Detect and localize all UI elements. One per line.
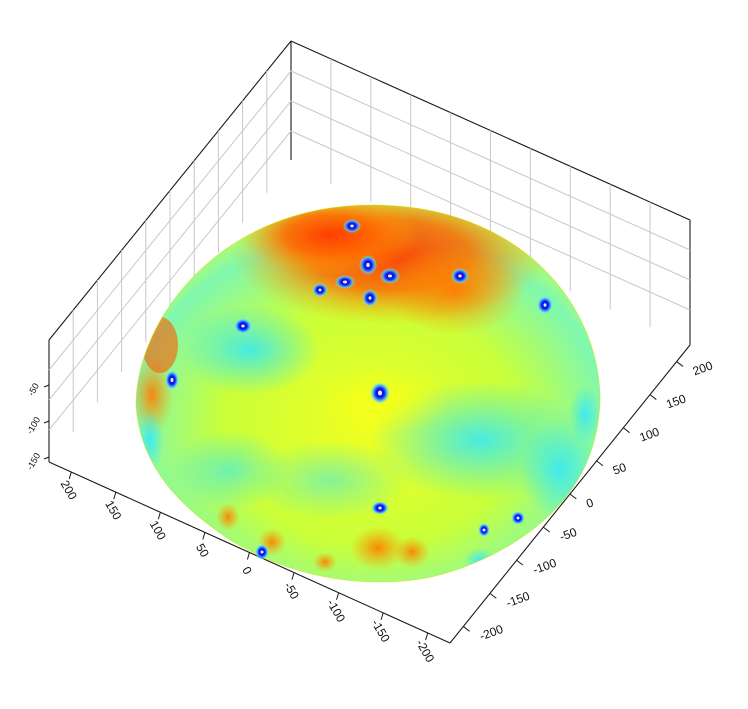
crater-spots	[165, 219, 553, 560]
x-axis-tick-label: -50	[281, 580, 302, 602]
grid-line	[48, 130, 292, 431]
grid-line	[290, 100, 691, 281]
crater-highlight	[260, 550, 264, 554]
z-axis-tick	[43, 420, 50, 424]
crater-highlight	[482, 528, 486, 532]
x-axis-tick	[246, 552, 250, 560]
x-axis-tick	[336, 592, 340, 600]
x-axis-tick-label: -200	[413, 637, 437, 665]
y-axis-tick-label: 100	[638, 424, 662, 444]
y-axis-tick	[569, 493, 577, 500]
grid-lines	[48, 58, 691, 433]
x-axis-tick-label: 100	[147, 518, 169, 543]
y-axis-tick-label: 200	[691, 358, 715, 378]
grid-line	[48, 70, 292, 371]
x-axis-tick	[157, 512, 161, 520]
y-axis-tick	[596, 460, 604, 467]
y-axis-tick	[649, 394, 657, 400]
y-axis-tick-label: -200	[478, 622, 506, 643]
grid-line	[290, 130, 691, 311]
y-axis-tick-label: -50	[558, 525, 579, 544]
y-axis-tick	[623, 427, 630, 434]
crater-highlight	[350, 224, 354, 228]
x-axis-tick-label: 0	[239, 564, 255, 577]
crater-highlight	[366, 262, 370, 268]
y-axis-tick-label: 50	[611, 460, 629, 478]
y-axis-tick-label: -150	[504, 589, 532, 610]
grid-line	[290, 70, 691, 251]
y-axis-tick-label: 0	[584, 495, 595, 511]
z-axis-tick-label: -100	[25, 415, 43, 436]
x-axis-tick	[291, 572, 295, 580]
crater-highlight	[318, 288, 322, 292]
crater-highlight	[170, 377, 174, 383]
crater-highlight	[387, 274, 393, 278]
x-axis-tick-label: 200	[58, 478, 80, 503]
crater-highlight	[543, 303, 547, 307]
y-axis-tick-label: 150	[664, 391, 688, 411]
x-axis-tick	[202, 532, 206, 540]
x-axis-tick	[68, 471, 72, 480]
z-axis-tick	[43, 384, 50, 388]
y-axis-tick-label: -100	[531, 556, 559, 577]
x-axis-tick-label: -150	[369, 617, 393, 645]
z-axis-tick-label: -50	[26, 381, 41, 397]
x-axis-tick-label: 150	[102, 498, 124, 523]
crater-highlight	[458, 274, 462, 278]
grid-line	[48, 100, 292, 401]
dome-surface	[135, 204, 601, 583]
y-axis-tick	[463, 626, 470, 632]
z-axis-tick	[43, 456, 50, 460]
x-axis-tick-label: -100	[324, 597, 348, 625]
y-axis-tick	[516, 559, 524, 566]
crater-highlight	[241, 324, 245, 328]
crater-highlight	[368, 296, 372, 300]
y-axis-tick	[489, 592, 497, 599]
y-axis-tick	[543, 526, 550, 533]
crater-highlight	[377, 390, 383, 396]
crater-highlight	[378, 506, 382, 510]
x-axis-tick	[425, 632, 429, 641]
crater-highlight	[342, 280, 348, 284]
crater-highlight	[516, 516, 520, 520]
y-axis-tick	[676, 361, 684, 367]
x-axis-tick	[113, 492, 117, 500]
x-axis-tick-label: 50	[193, 541, 212, 560]
x-axis-tick	[380, 612, 384, 620]
z-axis-tick-label: -150	[25, 451, 43, 472]
